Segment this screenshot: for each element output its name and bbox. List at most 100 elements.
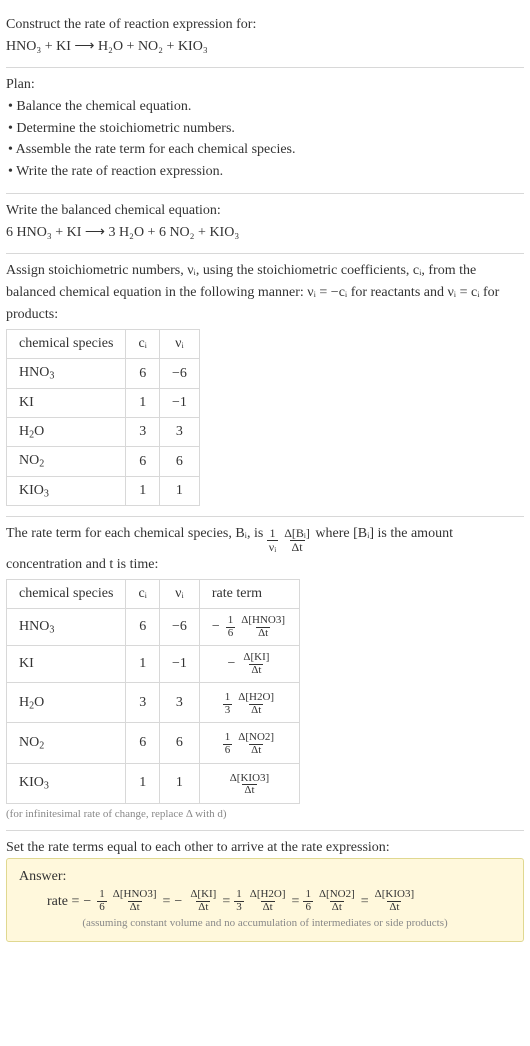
section-plan: Plan: • Balance the chemical equation. •… bbox=[6, 68, 524, 193]
species-cell: KIO3 bbox=[7, 476, 126, 506]
v-cell: 1 bbox=[159, 476, 199, 506]
c-cell: 3 bbox=[126, 417, 160, 447]
c-cell: 6 bbox=[126, 609, 160, 646]
table-row: KI1−1 −Δ[KI]Δt bbox=[7, 646, 300, 683]
species-cell: KI bbox=[7, 646, 126, 683]
minus-sign: − bbox=[227, 656, 235, 672]
fraction: Δ[KI]Δt bbox=[188, 889, 218, 913]
section-balanced: Write the balanced chemical equation: 6 … bbox=[6, 194, 524, 254]
table-header: cᵢ bbox=[126, 330, 160, 359]
answer-title: Answer: bbox=[19, 869, 511, 885]
rate-intro: The rate term for each chemical species,… bbox=[6, 523, 524, 575]
table-row: HNO36−6 bbox=[7, 359, 200, 389]
fraction: Δ[H2O]Δt bbox=[248, 889, 288, 913]
species-cell: NO2 bbox=[7, 447, 126, 477]
v-cell: 1 bbox=[159, 763, 199, 803]
balanced-equation: 6 HNO₃ + KI ⟶ 3 H₂O + 6 NO₂ + KIO₃ bbox=[6, 222, 524, 244]
rate-term-cell: 13Δ[H2O]Δt bbox=[199, 683, 299, 723]
fraction: 16 bbox=[223, 732, 233, 756]
rate-note: (for infinitesimal rate of change, repla… bbox=[6, 808, 524, 820]
rate-intro-frac2-den: Δt bbox=[290, 540, 305, 554]
rate-term-cell: −16Δ[HNO3]Δt bbox=[199, 609, 299, 646]
c-cell: 1 bbox=[126, 476, 160, 506]
fraction: Δ[NO2]Δt bbox=[317, 889, 357, 913]
table-row: KIO311Δ[KIO3]Δt bbox=[7, 763, 300, 803]
fraction: Δ[KIO3]Δt bbox=[228, 773, 271, 797]
equals-sign: = bbox=[163, 891, 171, 913]
section-rate: The rate term for each chemical species,… bbox=[6, 517, 524, 830]
equals-sign: = bbox=[292, 891, 300, 913]
c-cell: 6 bbox=[126, 447, 160, 477]
rate-intro-frac1: 1 νᵢ bbox=[267, 527, 278, 553]
table-row: KI1−1 bbox=[7, 388, 200, 417]
rate-intro-frac2: Δ[Bᵢ] Δt bbox=[282, 527, 312, 553]
table-header: chemical species bbox=[7, 330, 126, 359]
species-cell: HNO3 bbox=[7, 359, 126, 389]
species-cell: KIO3 bbox=[7, 763, 126, 803]
stoich-table: chemical speciescᵢνᵢHNO36−6KI1−1H2O33NO2… bbox=[6, 329, 200, 506]
rate-intro-prefix: The rate term for each chemical species,… bbox=[6, 526, 267, 541]
c-cell: 1 bbox=[126, 763, 160, 803]
intro-text: Construct the rate of reaction expressio… bbox=[6, 14, 524, 36]
species-cell: H2O bbox=[7, 683, 126, 723]
table-row: HNO36−6 −16Δ[HNO3]Δt bbox=[7, 609, 300, 646]
section-intro: Construct the rate of reaction expressio… bbox=[6, 8, 524, 68]
stoich-intro: Assign stoichiometric numbers, νᵢ, using… bbox=[6, 260, 524, 325]
fraction: 16 bbox=[303, 889, 313, 913]
answer-box: Answer: rate = −16Δ[HNO3]Δt = −Δ[KI]Δt =… bbox=[6, 858, 524, 942]
plan-item: • Write the rate of reaction expression. bbox=[6, 161, 524, 183]
intro-equation: HNO₃ + KI ⟶ H₂O + NO₂ + KIO₃ bbox=[6, 36, 524, 58]
rate-term: −Δ[KI]Δt bbox=[227, 652, 271, 676]
rate-term: 13Δ[H2O]Δt bbox=[223, 692, 276, 716]
answer-prefix: rate = bbox=[47, 891, 79, 913]
equals-sign: = bbox=[222, 891, 230, 913]
fraction: 16 bbox=[226, 615, 236, 639]
table-header: νᵢ bbox=[159, 580, 199, 609]
fraction: 16 bbox=[97, 889, 107, 913]
answer-expression: rate = −16Δ[HNO3]Δt = −Δ[KI]Δt = 13Δ[H2O… bbox=[19, 889, 511, 913]
balanced-title: Write the balanced chemical equation: bbox=[6, 200, 524, 222]
table-row: H2O33 bbox=[7, 417, 200, 447]
table-header: rate term bbox=[199, 580, 299, 609]
plan-item: • Balance the chemical equation. bbox=[6, 96, 524, 118]
fraction: Δ[KIO3]Δt bbox=[373, 889, 416, 913]
species-cell: HNO3 bbox=[7, 609, 126, 646]
page: Construct the rate of reaction expressio… bbox=[0, 0, 530, 964]
v-cell: 3 bbox=[159, 683, 199, 723]
fraction: Δ[HNO3]Δt bbox=[239, 615, 287, 639]
fraction: Δ[H2O]Δt bbox=[236, 692, 276, 716]
rate-term-cell: Δ[KIO3]Δt bbox=[199, 763, 299, 803]
v-cell: −1 bbox=[159, 388, 199, 417]
v-cell: 6 bbox=[159, 447, 199, 477]
section-stoich: Assign stoichiometric numbers, νᵢ, using… bbox=[6, 254, 524, 517]
v-cell: −6 bbox=[159, 609, 199, 646]
table-row: H2O3313Δ[H2O]Δt bbox=[7, 683, 300, 723]
rate-intro-frac1-den: νᵢ bbox=[267, 540, 278, 554]
rate-term: −16Δ[HNO3]Δt bbox=[212, 615, 287, 639]
species-cell: KI bbox=[7, 388, 126, 417]
rate-term: Δ[KIO3]Δt bbox=[228, 773, 271, 797]
v-cell: −6 bbox=[159, 359, 199, 389]
c-cell: 1 bbox=[126, 388, 160, 417]
c-cell: 1 bbox=[126, 646, 160, 683]
set-equal-text: Set the rate terms equal to each other t… bbox=[6, 837, 524, 859]
rate-intro-frac1-num: 1 bbox=[267, 527, 277, 540]
fraction: 13 bbox=[223, 692, 233, 716]
table-row: NO266 bbox=[7, 447, 200, 477]
minus-sign: − bbox=[83, 891, 91, 913]
c-cell: 3 bbox=[126, 683, 160, 723]
v-cell: −1 bbox=[159, 646, 199, 683]
rate-table: chemical speciescᵢνᵢrate termHNO36−6−16Δ… bbox=[6, 579, 300, 803]
minus-sign: − bbox=[174, 891, 182, 913]
fraction: Δ[KI]Δt bbox=[241, 652, 271, 676]
rate-intro-frac: 1 νᵢ Δ[Bᵢ] Δt bbox=[267, 527, 312, 553]
rate-intro-frac2-num: Δ[Bᵢ] bbox=[282, 527, 312, 540]
table-header: νᵢ bbox=[159, 330, 199, 359]
plan-title: Plan: bbox=[6, 74, 524, 96]
v-cell: 6 bbox=[159, 723, 199, 763]
plan-item: • Assemble the rate term for each chemic… bbox=[6, 139, 524, 161]
plan-item: • Determine the stoichiometric numbers. bbox=[6, 118, 524, 140]
table-header: chemical species bbox=[7, 580, 126, 609]
species-cell: NO2 bbox=[7, 723, 126, 763]
rate-term-cell: 16Δ[NO2]Δt bbox=[199, 723, 299, 763]
